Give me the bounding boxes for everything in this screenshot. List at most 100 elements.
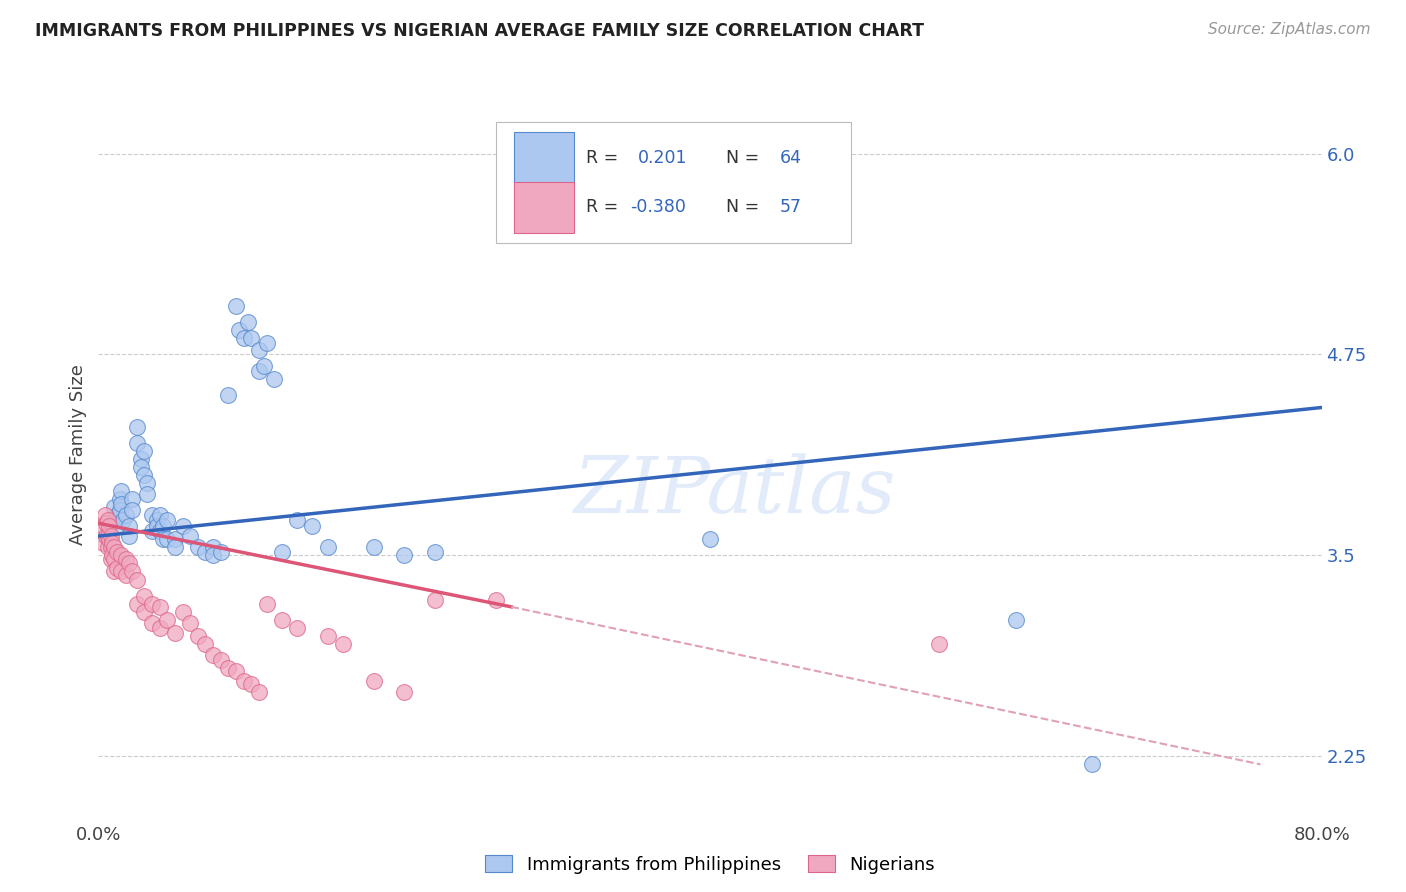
Point (270, 613, 294, 627)
Point (110, 549, 132, 563)
Point (187, 629, 209, 643)
Point (121, 565, 143, 579)
Point (149, 524, 172, 539)
Point (163, 533, 186, 547)
Point (110, 484, 132, 499)
Point (225, 299, 247, 313)
Point (103, 513, 125, 527)
Point (928, 637, 950, 651)
Point (105, 545, 128, 559)
Text: R =: R = (586, 198, 624, 217)
Point (100, 541, 122, 555)
Point (316, 629, 339, 643)
Point (301, 519, 323, 533)
Point (423, 545, 446, 559)
Point (145, 519, 167, 533)
Point (163, 541, 186, 555)
Point (152, 519, 174, 533)
Point (238, 315, 260, 329)
Point (141, 508, 163, 523)
Point (129, 460, 152, 475)
FancyBboxPatch shape (496, 122, 851, 243)
Point (217, 387, 239, 401)
Point (285, 621, 308, 635)
Point (94, 516, 117, 531)
FancyBboxPatch shape (515, 182, 574, 233)
FancyBboxPatch shape (515, 132, 574, 183)
Point (392, 685, 416, 699)
Point (179, 529, 201, 543)
Point (194, 545, 217, 559)
Point (263, 371, 285, 385)
Text: 64: 64 (780, 148, 801, 167)
Point (145, 513, 167, 527)
Point (115, 567, 138, 582)
Point (240, 677, 263, 691)
Point (129, 452, 152, 467)
Point (103, 565, 125, 579)
Text: N =: N = (714, 148, 765, 167)
Text: Source: ZipAtlas.com: Source: ZipAtlas.com (1208, 22, 1371, 37)
Point (156, 513, 179, 527)
Point (94, 529, 117, 543)
Point (103, 541, 125, 555)
Point (136, 487, 159, 501)
Point (152, 533, 174, 547)
Point (103, 500, 125, 515)
Point (149, 508, 172, 523)
Point (240, 331, 263, 345)
Point (125, 573, 148, 587)
Point (156, 533, 179, 547)
Point (202, 541, 225, 555)
Point (97, 541, 120, 555)
Point (256, 336, 278, 351)
Point (232, 331, 254, 345)
Point (100, 516, 122, 531)
Point (134, 468, 156, 483)
Point (93, 508, 115, 523)
Point (423, 593, 446, 607)
Point (1081, 757, 1104, 772)
Point (285, 513, 308, 527)
Point (100, 529, 122, 543)
Text: ZIPatlas: ZIPatlas (574, 453, 896, 530)
Point (256, 597, 278, 611)
Point (91, 535, 114, 549)
Point (103, 551, 125, 566)
Text: -0.380: -0.380 (630, 198, 686, 217)
Point (225, 664, 247, 678)
Point (217, 661, 239, 675)
Point (110, 497, 132, 511)
Point (247, 685, 270, 699)
Point (141, 615, 163, 630)
Point (270, 545, 294, 559)
Point (115, 551, 138, 566)
Point (194, 637, 217, 651)
Point (1004, 613, 1026, 627)
Point (97, 529, 120, 543)
Point (163, 625, 186, 640)
Point (187, 541, 209, 555)
Point (485, 593, 508, 607)
Text: 0.201: 0.201 (638, 148, 688, 167)
Text: R =: R = (586, 148, 624, 167)
Point (125, 419, 148, 434)
Point (141, 524, 163, 539)
Legend: Immigrants from Philippines, Nigerians: Immigrants from Philippines, Nigerians (478, 848, 942, 881)
Point (101, 549, 124, 563)
Text: IMMIGRANTS FROM PHILIPPINES VS NIGERIAN AVERAGE FAMILY SIZE CORRELATION CHART: IMMIGRANTS FROM PHILIPPINES VS NIGERIAN … (35, 22, 924, 40)
Point (149, 599, 172, 614)
Point (332, 637, 354, 651)
Point (94, 529, 117, 543)
Point (100, 551, 122, 566)
Point (209, 545, 232, 559)
Text: 57: 57 (780, 198, 801, 217)
Point (179, 615, 201, 630)
Point (98, 533, 121, 547)
Point (202, 648, 225, 662)
Point (149, 621, 172, 635)
Point (136, 476, 159, 491)
Point (247, 343, 270, 357)
Point (121, 492, 143, 507)
Point (134, 589, 156, 603)
